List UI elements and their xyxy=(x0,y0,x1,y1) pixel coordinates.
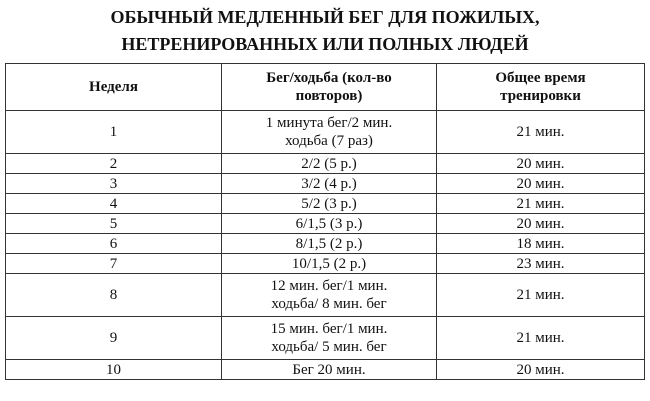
total-time-cell: 21 мин. xyxy=(436,193,645,214)
run-walk-cell: 2/2 (5 р.) xyxy=(221,153,437,174)
run-walk-cell: 10/1,5 (2 р.) xyxy=(221,253,437,274)
week-cell: 1 xyxy=(5,110,222,154)
table-row: 10 Бег 20 мин. 20 мин. xyxy=(5,359,645,380)
run-walk-cell: 12 мин. бег/1 мин. ходьба/ 8 мин. бег xyxy=(221,273,437,317)
run-walk-cell: 1 минута бег/2 мин. ходьба (7 раз) xyxy=(221,110,437,154)
total-time-cell: 20 мин. xyxy=(436,173,645,194)
week-cell: 3 xyxy=(5,173,222,194)
header-run-walk: Бег/ходьба (кол-во повторов) xyxy=(221,63,437,111)
table-row: 7 10/1,5 (2 р.) 23 мин. xyxy=(5,253,645,274)
run-walk-cell: Бег 20 мин. xyxy=(221,359,437,380)
table-row: 6 8/1,5 (2 р.) 18 мин. xyxy=(5,233,645,254)
header-row: Неделя Бег/ходьба (кол-во повторов) Обще… xyxy=(5,63,645,111)
title-line-2: НЕТРЕНИРОВАННЫХ ИЛИ ПОЛНЫХ ЛЮДЕЙ xyxy=(121,34,529,54)
total-time-cell: 20 мин. xyxy=(436,153,645,174)
week-cell: 9 xyxy=(5,316,222,360)
run-walk-cell: 8/1,5 (2 р.) xyxy=(221,233,437,254)
week-cell: 5 xyxy=(5,213,222,234)
title-line-1: ОБЫЧНЫЙ МЕДЛЕННЫЙ БЕГ ДЛЯ ПОЖИЛЫХ, xyxy=(110,7,540,27)
run-walk-cell: 6/1,5 (3 р.) xyxy=(221,213,437,234)
table-row: 2 2/2 (5 р.) 20 мин. xyxy=(5,153,645,174)
total-time-cell: 21 мин. xyxy=(436,273,645,317)
total-time-cell: 20 мин. xyxy=(436,213,645,234)
table-row: 9 15 мин. бег/1 мин. ходьба/ 5 мин. бег 21… xyxy=(5,316,645,360)
total-time-cell: 18 мин. xyxy=(436,233,645,254)
total-time-cell: 20 мин. xyxy=(436,359,645,380)
week-cell: 4 xyxy=(5,193,222,214)
training-table: Неделя Бег/ходьба (кол-во повторов) Обще… xyxy=(5,63,645,380)
week-cell: 7 xyxy=(5,253,222,274)
document-title: ОБЫЧНЫЙ МЕДЛЕННЫЙ БЕГ ДЛЯ ПОЖИЛЫХ, НЕТРЕ… xyxy=(0,0,650,62)
table-row: 5 6/1,5 (3 р.) 20 мин. xyxy=(5,213,645,234)
run-walk-cell: 3/2 (4 р.) xyxy=(221,173,437,194)
week-cell: 10 xyxy=(5,359,222,380)
table-row: 3 3/2 (4 р.) 20 мин. xyxy=(5,173,645,194)
table-row: 8 12 мин. бег/1 мин. ходьба/ 8 мин. бег 21… xyxy=(5,273,645,317)
run-walk-cell: 5/2 (3 р.) xyxy=(221,193,437,214)
total-time-cell: 21 мин. xyxy=(436,316,645,360)
week-cell: 6 xyxy=(5,233,222,254)
total-time-cell: 21 мин. xyxy=(436,110,645,154)
header-week: Неделя xyxy=(5,63,222,111)
total-time-cell: 23 мин. xyxy=(436,253,645,274)
week-cell: 8 xyxy=(5,273,222,317)
week-cell: 2 xyxy=(5,153,222,174)
run-walk-cell: 15 мин. бег/1 мин. ходьба/ 5 мин. бег xyxy=(221,316,437,360)
table-row: 4 5/2 (3 р.) 21 мин. xyxy=(5,193,645,214)
header-total-time: Общее время тренировки xyxy=(436,63,645,111)
